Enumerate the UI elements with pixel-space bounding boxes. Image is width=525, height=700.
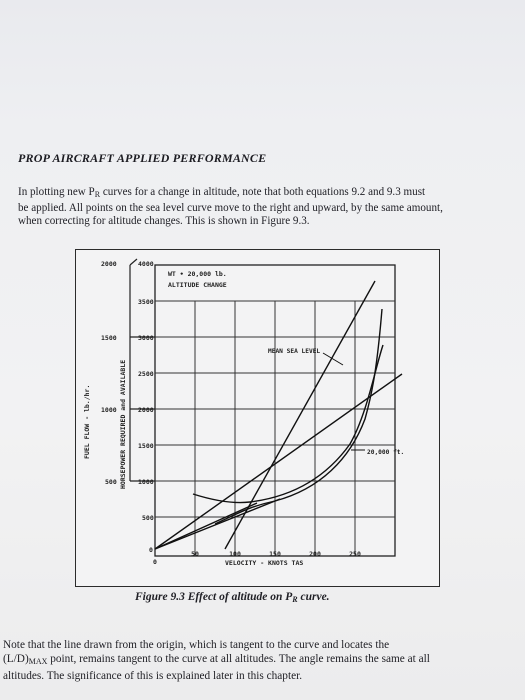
hp-tick-label: 2500 [138, 370, 154, 378]
x-tick-label: 0 [153, 558, 157, 566]
closing-line-2: (L/D)MAX point, remains tangent to the c… [3, 653, 430, 666]
figure-caption: Figure 9.3 Effect of altitude on PR curv… [135, 591, 330, 604]
intro-line-1: In plotting new PR curves for a change i… [18, 186, 426, 199]
closing-paragraph: Note that the line drawn from the origin… [3, 638, 518, 683]
altitude-annotation: 20,000 ft. [367, 449, 404, 456]
fuel-tick-label: 2000 [101, 260, 117, 268]
weight-label: WT • 20,000 lb. [168, 270, 227, 278]
altitude-change-label: ALTITUDE CHANGE [168, 281, 227, 289]
hp-tick-label: 1000 [138, 478, 154, 486]
curves [154, 280, 403, 550]
closing-line-3: altitudes. The significance of this is e… [3, 670, 303, 682]
intro-line-3: when correcting for altitude changes. Th… [18, 215, 310, 228]
fuel-axis-label: FUEL FLOW - lb./hr. [83, 385, 91, 459]
tangent-line-msl [154, 502, 258, 550]
hp-tick-label: 1500 [138, 442, 154, 450]
x-tick-label: 150 [269, 550, 281, 558]
sea-level-pr-curve [192, 344, 384, 504]
power-available-alt-line [224, 280, 376, 550]
figure-border [75, 249, 440, 587]
power-available-line [154, 373, 403, 550]
tangent-line-alt [154, 498, 281, 550]
msl-arrow [322, 352, 344, 366]
hp-tick-label: 2000 [138, 406, 154, 414]
fuel-tick-label: 500 [105, 478, 117, 486]
fuel-tick-label: 1000 [101, 406, 117, 414]
x-axis-label: VELOCITY - KNOTS TAS [225, 559, 303, 567]
x-tick-label: 250 [349, 550, 361, 558]
gridlines [155, 300, 395, 556]
figure-9-3-chart: 2000 1500 1000 500 4000 3500 3000 2500 2… [75, 249, 440, 587]
x-tick-label: 50 [191, 550, 199, 558]
intro-line-2: be applied. All points on the sea level … [18, 201, 443, 214]
hp-tick-label: 3500 [138, 298, 154, 306]
hp-tick-label: 3000 [138, 334, 154, 342]
x-tick-label: 100 [229, 550, 241, 558]
hp-tick-label: 500 [142, 514, 154, 522]
fuel-flow-axis [129, 258, 155, 482]
closing-line-1: Note that the line drawn from the origin… [3, 639, 390, 651]
x-tick-label: 200 [309, 550, 321, 558]
intro-paragraph: In plotting new PR curves for a change i… [18, 186, 496, 229]
hp-tick-label: 4000 [138, 260, 154, 268]
hp-tick-label: 0 [149, 546, 153, 554]
fuel-tick-label: 1500 [101, 334, 117, 342]
hp-axis-label: HORSEPOWER REQUIRED and AVAILABLE [119, 360, 127, 489]
page-header-title: PROP AIRCRAFT APPLIED PERFORMANCE [18, 151, 267, 165]
msl-annotation: MEAN SEA LEVEL [268, 348, 320, 355]
